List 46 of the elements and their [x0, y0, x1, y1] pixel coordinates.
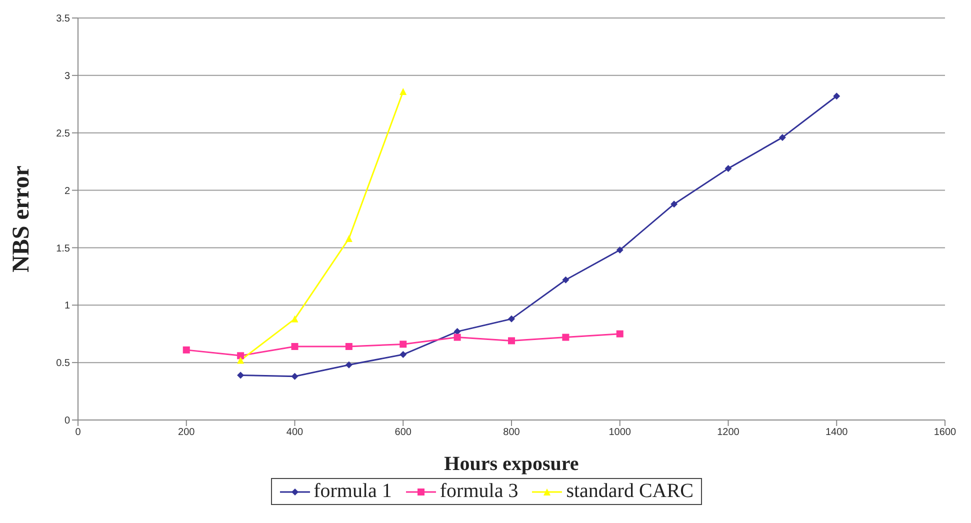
x-axis-title: Hours exposure	[444, 453, 579, 475]
point	[508, 337, 515, 344]
point	[345, 361, 352, 368]
legend-label: formula 1	[314, 480, 392, 503]
legend-label: standard CARC	[566, 480, 694, 503]
x-tick-label: 1200	[717, 427, 740, 438]
point	[345, 342, 352, 350]
y-tick-label: 2	[64, 186, 70, 197]
point	[670, 200, 678, 208]
point	[562, 276, 570, 284]
x-tick-label: 1000	[608, 427, 632, 438]
x-tick-label: 600	[394, 427, 412, 438]
point	[562, 334, 570, 341]
point	[237, 372, 244, 379]
point	[778, 134, 786, 141]
x-tick-label: 200	[178, 427, 196, 438]
x-tick-label: 1600	[934, 427, 957, 438]
point	[454, 334, 461, 341]
y-tick-label: 1.5	[56, 243, 70, 254]
point	[237, 356, 244, 364]
y-axis-title: NBS error	[8, 165, 35, 272]
point	[616, 246, 624, 254]
y-tick-label: 3.5	[56, 14, 70, 25]
point	[291, 342, 298, 350]
y-tick-label: 2.5	[56, 128, 70, 140]
point	[237, 352, 244, 360]
point	[724, 164, 732, 172]
x-tick-label: 400	[286, 427, 304, 438]
point	[400, 351, 407, 358]
x-tick-label: 1400	[826, 427, 848, 438]
point	[182, 346, 190, 354]
point	[291, 315, 298, 322]
legend-label: formula 3	[440, 480, 518, 503]
y-tick-label: 3	[64, 70, 70, 82]
point	[291, 372, 298, 380]
y-tick-label: 0.5	[56, 358, 70, 370]
y-tick-label: 1	[64, 300, 70, 312]
point	[508, 315, 515, 322]
y-tick-label: 0	[64, 416, 70, 427]
point	[616, 330, 624, 338]
point	[345, 235, 352, 242]
x-tick-label: 800	[503, 427, 520, 438]
point	[400, 88, 407, 96]
point	[400, 340, 407, 348]
point	[833, 92, 840, 100]
x-tick-label: 0	[75, 427, 82, 438]
